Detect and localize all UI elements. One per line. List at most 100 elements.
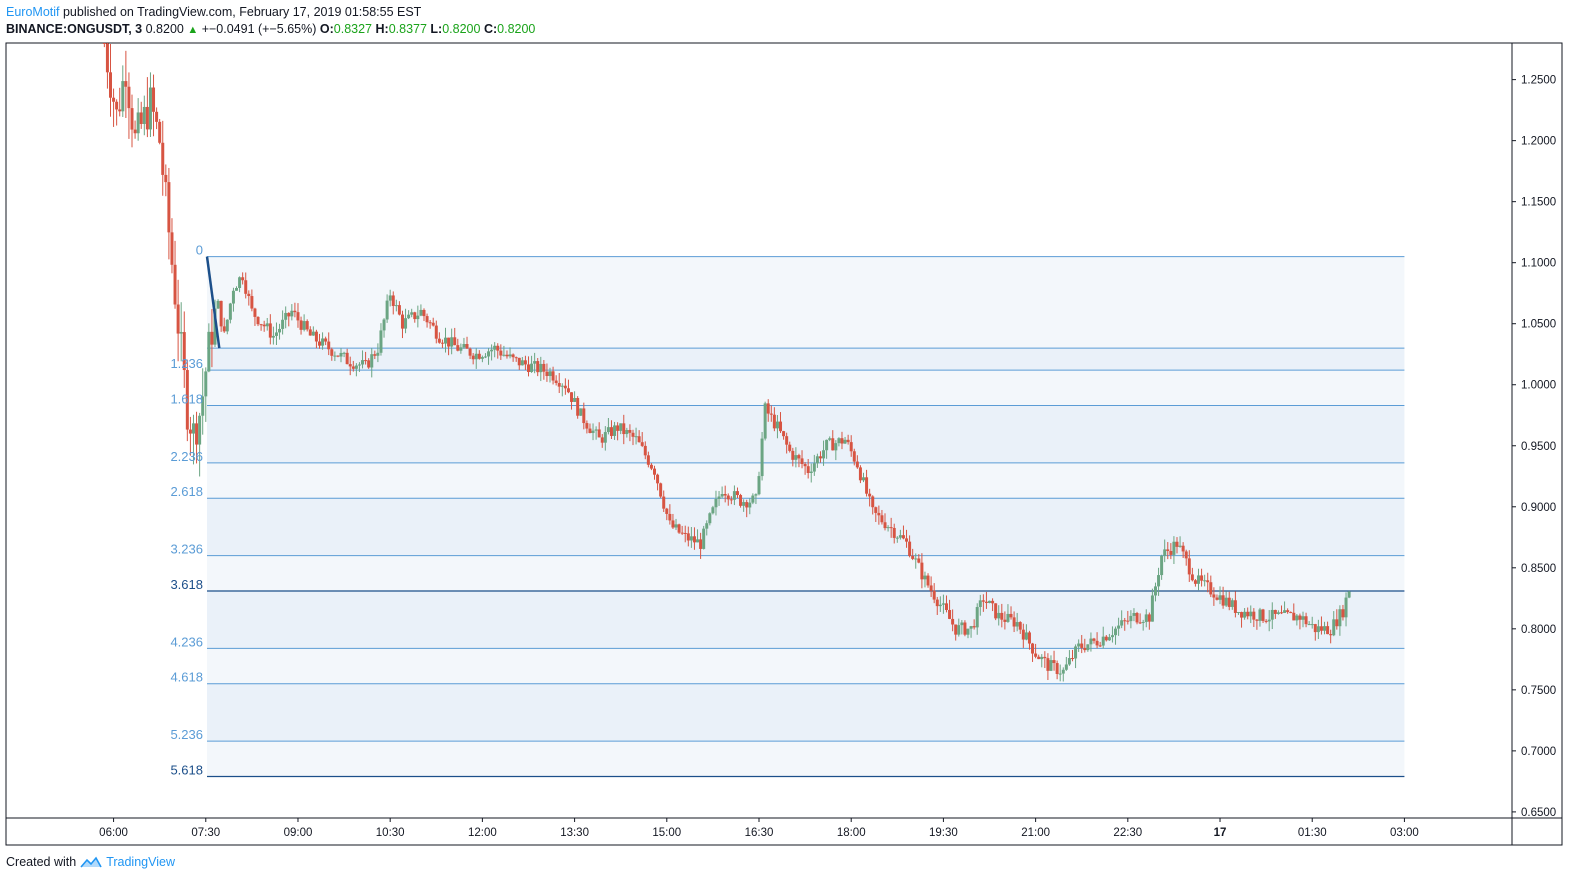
candle-body (471, 355, 475, 360)
candle (554, 375, 558, 386)
candle (809, 463, 813, 483)
candle-body (757, 476, 761, 495)
candle-body (1190, 574, 1194, 581)
candle-body (1233, 600, 1237, 613)
candle (434, 320, 438, 344)
candle (1169, 543, 1173, 560)
candle (692, 527, 696, 550)
candle (1098, 641, 1102, 648)
candle (1224, 591, 1228, 607)
candle-body (302, 321, 306, 330)
candle-body (1212, 594, 1216, 598)
candle-body (1295, 615, 1299, 621)
candle-body (1200, 575, 1204, 581)
candle-body (1055, 663, 1059, 674)
candle (914, 553, 918, 569)
candle-body (293, 310, 297, 313)
symbol-label: BINANCE:ONGUSDT, 3 (6, 22, 143, 36)
candle-body (932, 590, 936, 600)
tradingview-brand-link[interactable]: TradingView (106, 855, 175, 869)
candle-body (462, 344, 466, 348)
candle (735, 487, 739, 499)
candle (941, 594, 945, 614)
candle (1203, 574, 1207, 587)
x-tick-label: 21:00 (1021, 827, 1050, 839)
candle-body (115, 101, 119, 110)
candle (182, 311, 186, 388)
candle (428, 320, 432, 329)
candle (1018, 621, 1022, 634)
candle-body (511, 354, 515, 358)
candle-body (428, 322, 432, 324)
candle (1316, 619, 1320, 639)
candle (560, 383, 564, 397)
candle-body (231, 290, 235, 304)
candle (447, 337, 451, 356)
candle-body (1089, 638, 1093, 645)
candle-body (176, 304, 180, 334)
candle-body (920, 562, 924, 580)
candle (228, 302, 232, 324)
candle (1310, 616, 1314, 629)
candle (1083, 638, 1087, 653)
x-tick-label: 18:00 (837, 827, 866, 839)
candle-body (219, 300, 223, 327)
candle (105, 43, 109, 89)
candle-body (505, 354, 509, 357)
candle-body (779, 421, 783, 432)
fib-label-3.618: 3.618 (170, 577, 203, 592)
candle (278, 323, 282, 340)
candle-body (102, 43, 106, 44)
candle (1178, 536, 1182, 548)
candle (929, 576, 933, 598)
candle-body (1058, 673, 1062, 675)
candle (207, 323, 211, 373)
candle-body (1209, 582, 1213, 595)
candle (975, 603, 979, 635)
candle-body (1021, 629, 1025, 640)
candle-body (1160, 555, 1164, 576)
candle-body (659, 483, 663, 497)
candle (1129, 610, 1133, 629)
author-link[interactable]: EuroMotif (6, 5, 60, 19)
up-arrow-icon: ▲ (187, 24, 199, 36)
candle-body (1298, 615, 1302, 620)
candle (222, 317, 226, 333)
candle (613, 421, 617, 440)
candle-body (170, 232, 174, 265)
candle (751, 493, 755, 505)
candle-body (1249, 611, 1253, 617)
candle-body (1003, 619, 1007, 622)
fib-zone-7 (207, 590, 1405, 649)
candle-body (726, 495, 730, 500)
candle (591, 423, 595, 441)
fib-label-5.236: 5.236 (170, 727, 203, 742)
candle-body (861, 477, 865, 481)
candle (1190, 567, 1194, 582)
candle-body (613, 425, 617, 436)
candle-body (711, 507, 715, 514)
candle (440, 339, 444, 349)
candle-body (1286, 610, 1290, 613)
candle (671, 513, 675, 530)
candle-body (1338, 609, 1342, 627)
x-tick-label: 17 (1214, 827, 1227, 839)
candle-body (585, 423, 589, 429)
candle (585, 420, 589, 434)
candle-body (523, 360, 527, 365)
candle-body (576, 397, 580, 416)
fib-label-2.618: 2.618 (170, 484, 203, 499)
candle (840, 431, 844, 450)
candle (327, 332, 331, 356)
candle-body (911, 555, 915, 559)
candle-body (1083, 647, 1087, 651)
candle-body (477, 353, 481, 359)
candle-body (536, 361, 540, 373)
candle (689, 526, 693, 548)
candle (425, 313, 429, 328)
candle (1021, 623, 1025, 648)
candle-body (1144, 614, 1148, 622)
candle (250, 289, 254, 312)
candle (1101, 626, 1105, 649)
